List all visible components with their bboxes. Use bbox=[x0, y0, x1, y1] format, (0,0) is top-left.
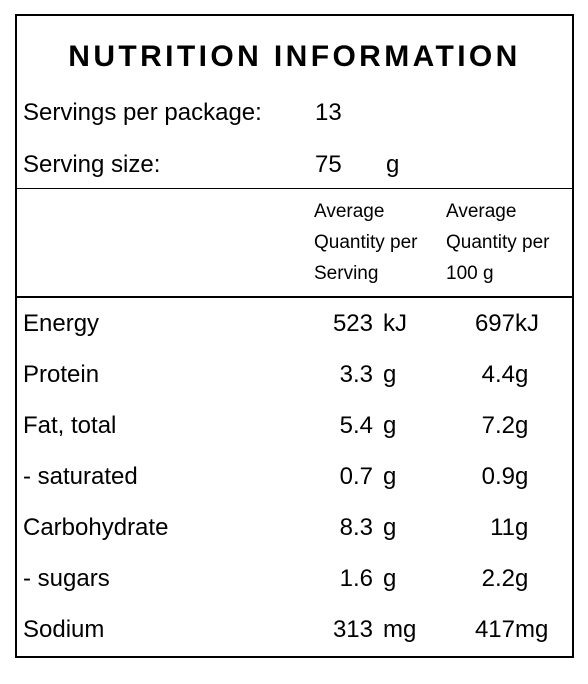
nutrient-name: - saturated bbox=[23, 463, 138, 490]
nutrient-name: - sugars bbox=[23, 565, 110, 592]
per-serving-value: 523 bbox=[332, 310, 373, 337]
header-per-serving-line-2: Quantity per bbox=[314, 232, 418, 253]
panel-title: NUTRITION INFORMATION bbox=[68, 40, 521, 73]
per-serving-unit: kJ bbox=[383, 310, 407, 337]
servings-label: Servings per package: bbox=[23, 99, 262, 126]
per-serving-value: 8.3 bbox=[339, 514, 373, 541]
header-per-100g-line-1: Average bbox=[446, 201, 517, 222]
header-per-serving: Average Quantity per Serving bbox=[314, 196, 418, 289]
per-100g-unit: g bbox=[515, 565, 529, 592]
per-100g-value: 417 bbox=[474, 616, 515, 643]
nutrition-panel: NUTRITION INFORMATION Servings per packa… bbox=[15, 14, 574, 658]
per-100g-value: 0.9 bbox=[481, 463, 515, 490]
servings-value: 13 bbox=[315, 99, 342, 126]
per-100g-unit: g bbox=[515, 361, 529, 388]
per-serving-unit: g bbox=[383, 412, 397, 439]
per-100g-value: 2.2 bbox=[481, 565, 515, 592]
header-per-serving-line-1: Average bbox=[314, 201, 385, 222]
per-100g-unit: g bbox=[515, 412, 529, 439]
per-100g-unit: g bbox=[515, 463, 529, 490]
header-per-100g: Average Quantity per 100 g bbox=[446, 196, 550, 289]
per-100g-unit: g bbox=[515, 514, 529, 541]
serving-size-value: 75 bbox=[315, 151, 342, 178]
header-per-100g-line-2: Quantity per bbox=[446, 232, 550, 253]
divider-header bbox=[17, 296, 572, 298]
nutrient-name: Sodium bbox=[23, 616, 105, 643]
nutrient-name: Energy bbox=[23, 310, 100, 337]
per-serving-value: 313 bbox=[332, 616, 373, 643]
per-serving-unit: g bbox=[383, 514, 397, 541]
per-serving-unit: g bbox=[383, 361, 397, 388]
per-serving-value: 5.4 bbox=[339, 412, 373, 439]
per-100g-unit: kJ bbox=[515, 310, 539, 337]
per-serving-value: 3.3 bbox=[339, 361, 373, 388]
per-100g-unit: mg bbox=[515, 616, 549, 643]
header-per-100g-line-3: 100 g bbox=[446, 263, 494, 284]
serving-size-label: Serving size: bbox=[23, 151, 161, 178]
per-100g-value: 697 bbox=[474, 310, 515, 337]
per-serving-unit: g bbox=[383, 463, 397, 490]
nutrient-name: Protein bbox=[23, 361, 100, 388]
nutrient-name: Fat, total bbox=[23, 412, 117, 439]
header-per-serving-line-3: Serving bbox=[314, 263, 379, 284]
per-serving-value: 1.6 bbox=[339, 565, 373, 592]
per-serving-unit: g bbox=[383, 565, 397, 592]
serving-size-unit: g bbox=[386, 151, 400, 178]
per-serving-unit: mg bbox=[383, 616, 417, 643]
per-serving-value: 0.7 bbox=[339, 463, 373, 490]
per-100g-value: 4.4 bbox=[481, 361, 515, 388]
nutrient-name: Carbohydrate bbox=[23, 514, 169, 541]
per-100g-value: 7.2 bbox=[481, 412, 515, 439]
per-100g-value: 11 bbox=[490, 514, 515, 541]
divider-top bbox=[17, 188, 572, 189]
